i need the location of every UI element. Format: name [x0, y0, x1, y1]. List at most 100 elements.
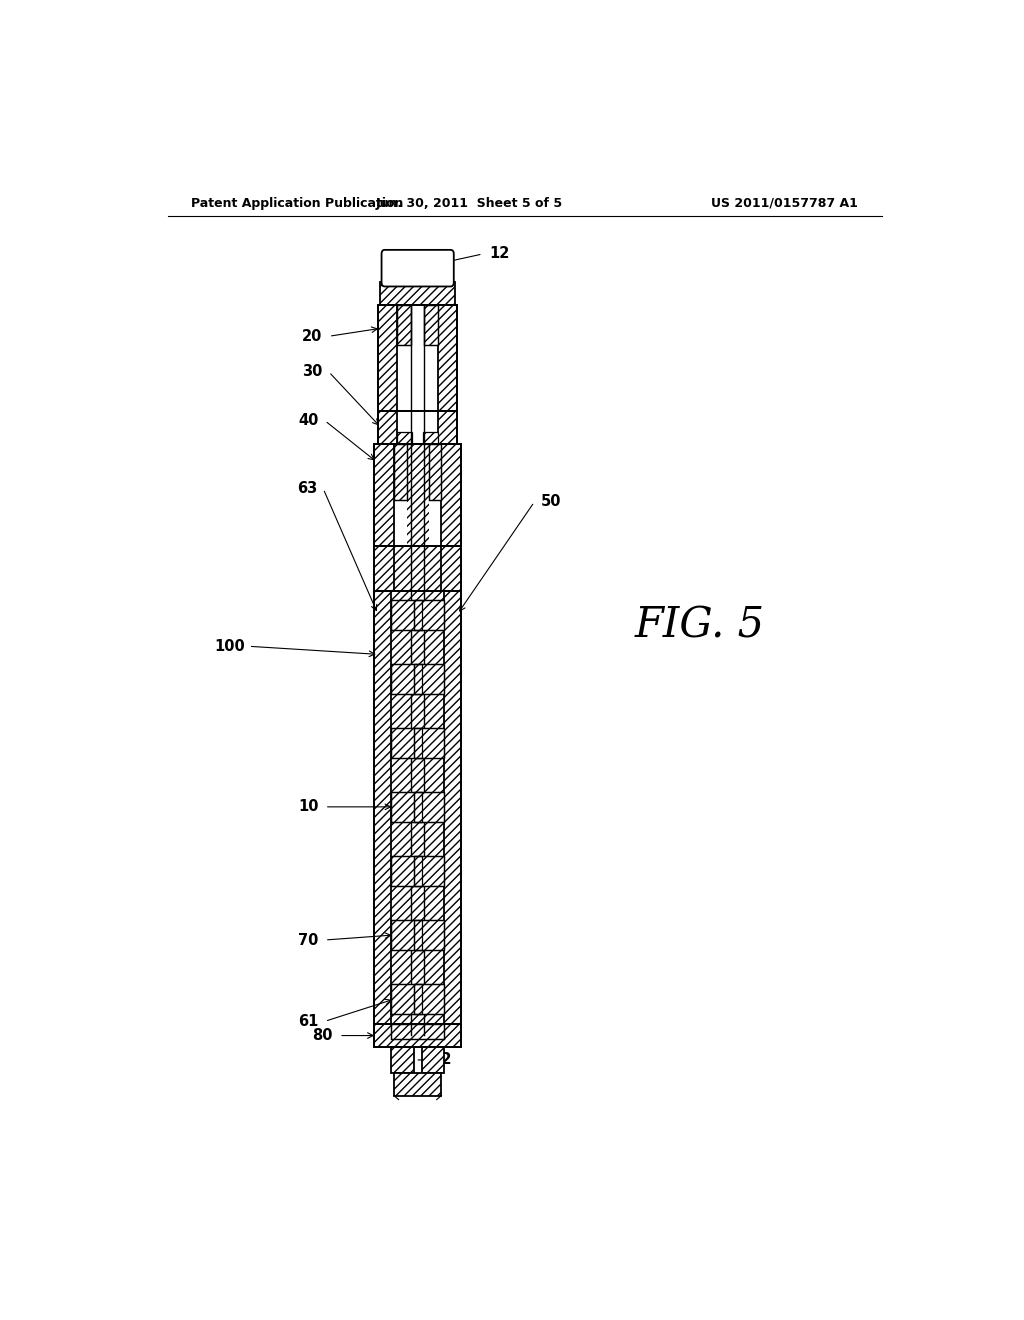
Bar: [414, 920, 443, 950]
Bar: [441, 545, 461, 591]
Text: Patent Application Publication: Patent Application Publication: [191, 197, 403, 210]
Bar: [414, 855, 443, 886]
Bar: [391, 1047, 414, 1073]
Bar: [422, 1047, 443, 1073]
Bar: [414, 599, 443, 630]
Bar: [391, 664, 422, 694]
Bar: [414, 792, 443, 822]
Bar: [391, 727, 422, 758]
Bar: [391, 920, 422, 950]
Bar: [414, 983, 443, 1014]
Bar: [391, 599, 422, 630]
Bar: [414, 792, 443, 822]
Bar: [391, 664, 422, 694]
Bar: [378, 412, 397, 444]
Bar: [391, 792, 422, 822]
Bar: [394, 545, 441, 591]
Bar: [374, 444, 394, 545]
Bar: [397, 432, 413, 444]
Bar: [423, 432, 438, 444]
Bar: [378, 305, 397, 412]
Bar: [374, 545, 394, 591]
Bar: [423, 432, 438, 444]
Bar: [429, 444, 441, 500]
Text: 50: 50: [541, 495, 561, 510]
Bar: [378, 305, 458, 412]
Bar: [438, 305, 458, 412]
Bar: [380, 282, 455, 305]
Bar: [414, 727, 443, 758]
Bar: [374, 1024, 461, 1047]
Bar: [374, 1024, 461, 1047]
Bar: [391, 599, 422, 630]
Bar: [374, 591, 461, 1024]
Bar: [414, 855, 443, 886]
Bar: [391, 664, 422, 694]
Bar: [394, 1073, 441, 1096]
Bar: [414, 920, 443, 950]
Bar: [374, 545, 394, 591]
Bar: [391, 591, 443, 1024]
Bar: [441, 444, 461, 545]
Bar: [391, 983, 422, 1014]
Bar: [414, 983, 443, 1014]
Bar: [374, 444, 394, 545]
Bar: [374, 591, 391, 1024]
Bar: [394, 444, 407, 500]
Bar: [391, 792, 422, 822]
Text: 70: 70: [298, 932, 318, 948]
Text: Jun. 30, 2011  Sheet 5 of 5: Jun. 30, 2011 Sheet 5 of 5: [376, 197, 563, 210]
Bar: [441, 444, 461, 545]
Bar: [407, 444, 429, 545]
Bar: [391, 599, 422, 630]
Bar: [391, 983, 422, 1014]
Bar: [414, 983, 443, 1014]
Text: 20: 20: [302, 329, 323, 343]
Bar: [422, 1047, 443, 1073]
Text: 10: 10: [298, 800, 318, 814]
Bar: [429, 444, 441, 500]
Bar: [443, 591, 461, 1024]
Bar: [414, 727, 443, 758]
Bar: [391, 855, 422, 886]
Bar: [394, 1073, 441, 1096]
Bar: [391, 1024, 443, 1039]
Bar: [391, 983, 422, 1014]
Bar: [380, 282, 455, 305]
Bar: [414, 664, 443, 694]
Bar: [441, 545, 461, 591]
Bar: [374, 591, 391, 1024]
Bar: [414, 920, 443, 950]
Bar: [397, 305, 412, 346]
Bar: [414, 855, 443, 886]
Bar: [414, 599, 443, 630]
Bar: [374, 545, 461, 591]
Bar: [438, 412, 458, 444]
Bar: [391, 792, 422, 822]
Bar: [414, 727, 443, 758]
Bar: [443, 591, 461, 1024]
Bar: [378, 412, 458, 444]
Bar: [374, 444, 461, 545]
Bar: [378, 412, 397, 444]
Bar: [414, 599, 443, 630]
Text: 63: 63: [297, 482, 316, 496]
Bar: [424, 305, 438, 346]
Bar: [391, 1047, 414, 1073]
Bar: [391, 727, 422, 758]
Bar: [391, 855, 422, 886]
Bar: [394, 545, 441, 591]
Bar: [374, 1024, 461, 1047]
Bar: [394, 444, 407, 500]
Bar: [407, 444, 429, 545]
Bar: [397, 305, 412, 346]
Bar: [391, 727, 422, 758]
Bar: [391, 591, 443, 1024]
Text: US 2011/0157787 A1: US 2011/0157787 A1: [712, 197, 858, 210]
Bar: [391, 855, 422, 886]
Bar: [438, 305, 458, 412]
FancyBboxPatch shape: [382, 249, 454, 286]
Text: 40: 40: [298, 413, 318, 428]
Bar: [391, 920, 422, 950]
Text: 142: 142: [422, 1052, 453, 1068]
